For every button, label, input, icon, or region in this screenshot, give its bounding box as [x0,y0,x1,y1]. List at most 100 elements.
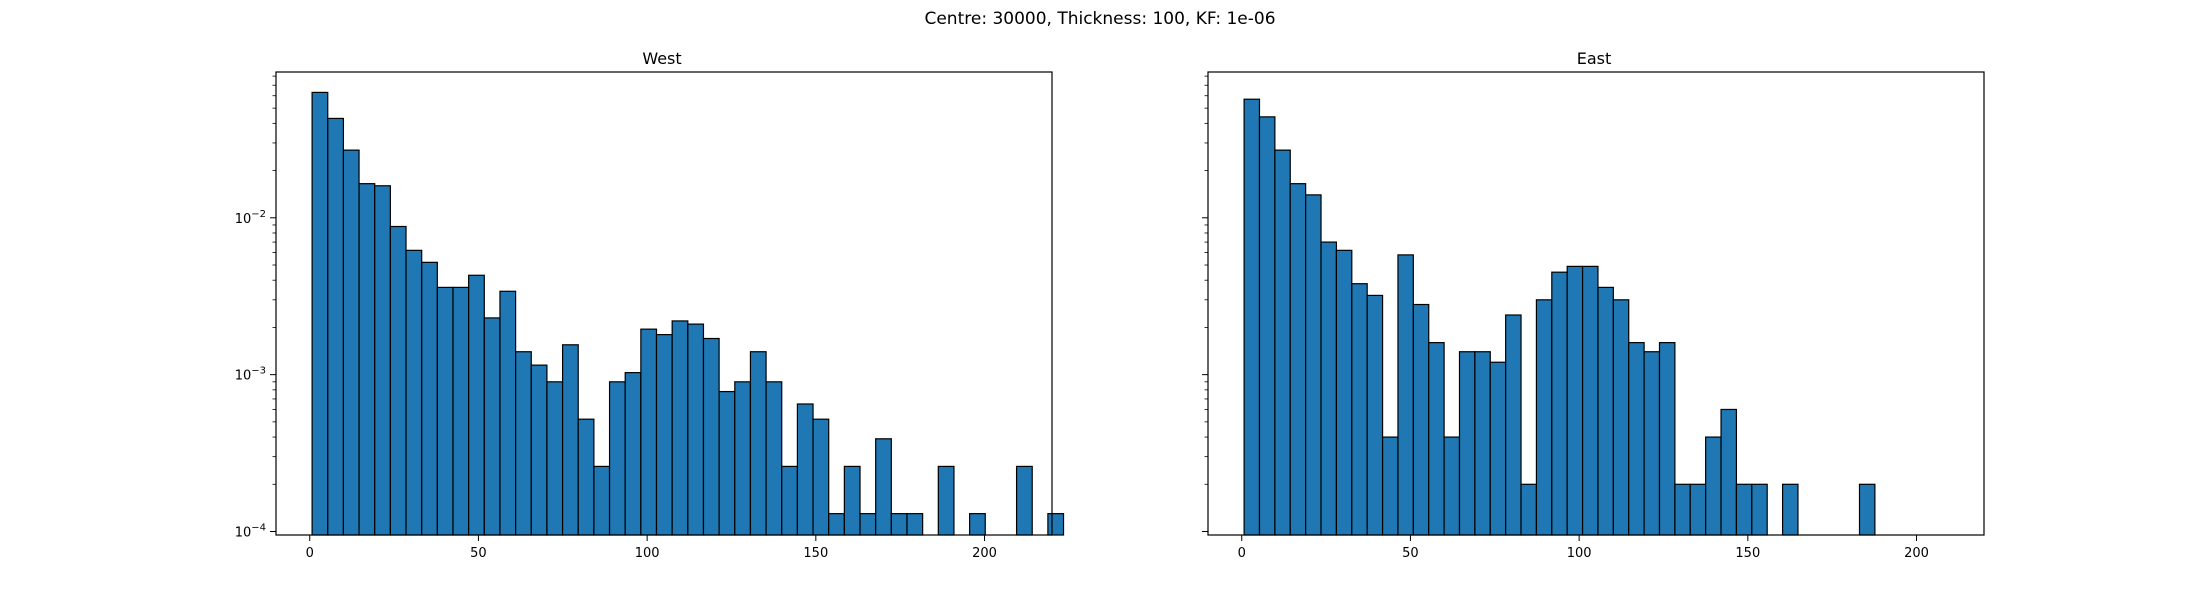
undefined-bar-37 [890,513,908,536]
undefined-xtick-label-100: 100 [1567,546,1592,561]
undefined-bar-14 [1458,351,1476,536]
undefined-bar-45 [1015,465,1033,536]
undefined-xtick-label-50: 50 [470,546,487,561]
undefined-bar-34 [843,465,861,536]
undefined-bar-6 [405,249,423,536]
undefined-bar-26 [718,390,736,536]
undefined-bar-32 [812,418,830,536]
undefined-bar-22 [1581,265,1599,536]
undefined-bar-23 [671,320,689,536]
undefined-bar-38 [906,513,924,536]
undefined-bar-25 [1628,342,1645,536]
undefined-bar-3 [358,183,376,536]
undefined-bar-18 [1520,483,1538,536]
east-histogram-axes: East 0 50 100 150 200 [1202,49,1985,561]
undefined-bar-2 [1274,149,1291,536]
undefined-ytick-label-1: 10−3 [235,366,266,384]
undefined-bar-7 [1351,283,1368,536]
undefined-bar-27 [1658,342,1676,536]
undefined-ytick-label-0: 10−4 [235,523,266,541]
undefined-bar-0 [311,91,329,536]
west-axes-title: West [642,49,681,68]
undefined-bar-13 [515,351,532,536]
undefined-bar-2 [342,149,360,536]
undefined-bar-25 [702,337,720,536]
undefined-bar-31 [796,403,814,536]
undefined-bar-6 [1335,249,1353,536]
undefined-bar-10 [1397,254,1414,536]
west-histogram-axes: West 0 50 100 150 200 10−4 10−3 10−2 [235,49,1065,561]
undefined-bar-47 [1047,513,1065,536]
undefined-bar-23 [1597,286,1614,536]
undefined-bar-29 [765,381,783,536]
undefined-bar-1 [327,117,345,536]
undefined-bar-17 [1505,314,1522,536]
undefined-bar-28 [1674,483,1691,536]
undefined-bar-22 [655,334,673,536]
undefined-bar-19 [608,381,626,536]
undefined-bar-19 [1535,299,1553,536]
undefined-bar-35 [859,513,877,536]
undefined-bar-4 [1305,194,1322,536]
undefined-bar-24 [687,323,705,536]
figure-suptitle: Centre: 30000, Thickness: 100, KF: 1e-06 [924,9,1275,29]
undefined-bar-42 [969,513,986,536]
east-ticks: 0 50 100 150 200 [1202,75,1929,561]
undefined-bar-9 [1381,436,1399,536]
undefined-bar-33 [828,513,845,536]
undefined-bar-26 [1643,351,1661,536]
undefined-bar-33 [1751,483,1768,536]
undefined-bar-0 [1243,98,1261,536]
undefined-xtick-label-0: 0 [1238,546,1246,561]
undefined-bar-31 [1720,408,1738,536]
undefined-bar-11 [1412,303,1430,536]
undefined-bar-35 [1781,483,1799,536]
east-axes-title: East [1577,49,1612,68]
undefined-bar-24 [1612,299,1630,536]
undefined-ytick-label-2: 10−2 [235,209,266,227]
undefined-bar-27 [734,381,752,536]
undefined-bar-20 [624,372,642,536]
undefined-bar-40 [1858,483,1876,536]
undefined-bar-32 [1735,483,1753,536]
undefined-bar-10 [468,274,485,536]
undefined-xtick-label-200: 200 [972,546,997,561]
undefined-xtick-label-150: 150 [803,546,828,561]
west-axes-frame [275,71,1053,536]
undefined-bar-8 [1366,294,1384,536]
undefined-bar-16 [561,344,579,536]
undefined-bar-15 [1474,351,1491,536]
undefined-bar-29 [1689,483,1707,536]
undefined-bar-7 [421,261,438,536]
undefined-bar-13 [1443,436,1461,536]
undefined-bar-21 [1566,265,1584,536]
undefined-bar-1 [1258,116,1276,536]
undefined-xtick-label-200: 200 [1904,546,1929,561]
east-axes-frame [1207,71,1985,536]
undefined-bar-40 [937,465,955,536]
undefined-bar-4 [374,185,391,536]
undefined-bar-8 [436,286,454,536]
undefined-bar-9 [452,286,470,536]
undefined-xtick-label-100: 100 [635,546,660,561]
undefined-bar-15 [546,381,564,536]
undefined-xtick-label-150: 150 [1735,546,1760,561]
undefined-xtick-label-50: 50 [1402,546,1419,561]
undefined-bar-11 [483,317,501,536]
undefined-bar-30 [781,465,798,536]
undefined-bar-30 [1705,436,1722,536]
undefined-bar-36 [875,438,892,536]
east-bars [1243,98,1876,536]
undefined-bar-21 [640,328,658,536]
undefined-bar-20 [1551,271,1568,536]
undefined-xtick-label-0: 0 [306,546,314,561]
undefined-bar-18 [593,465,611,536]
undefined-bar-3 [1289,183,1307,536]
undefined-bar-12 [499,290,517,536]
undefined-bar-5 [1320,241,1338,536]
undefined-bar-14 [530,364,548,536]
undefined-bar-17 [577,418,595,536]
undefined-bar-5 [389,225,407,536]
undefined-bar-16 [1489,361,1507,536]
